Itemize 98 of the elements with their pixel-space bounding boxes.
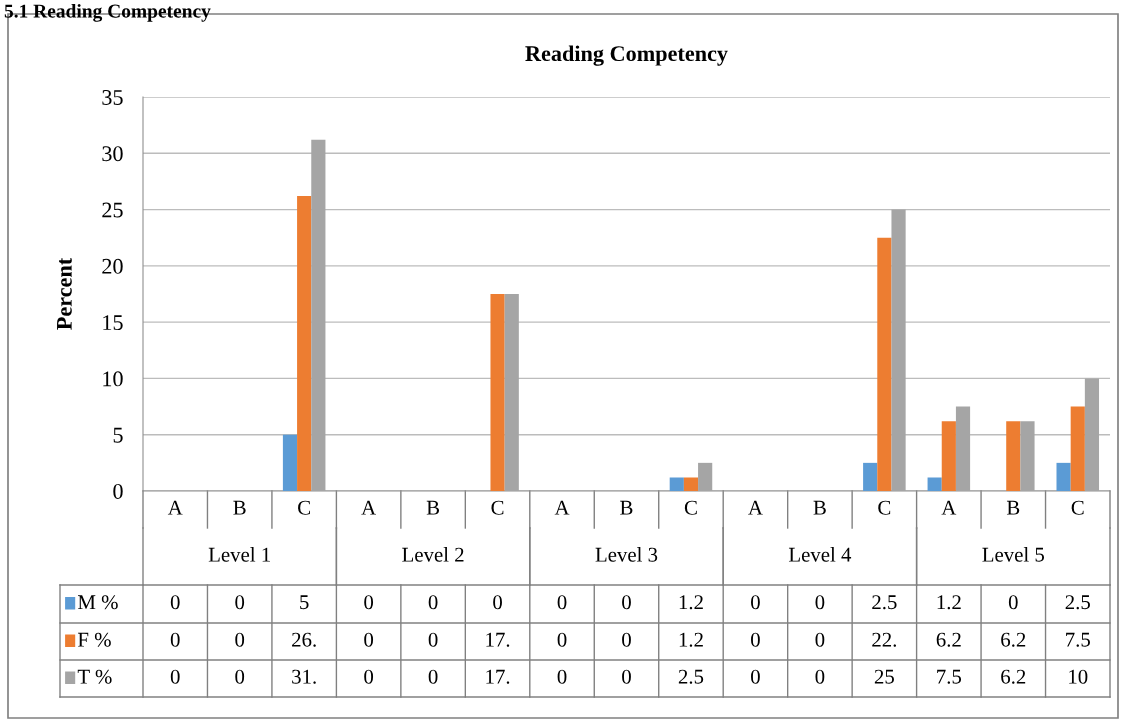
bar <box>877 237 892 491</box>
y-tick-label: 15 <box>103 315 123 331</box>
bar <box>311 139 326 491</box>
legend-label: T % <box>77 669 112 684</box>
x-tick-label: B <box>233 500 246 515</box>
x-tick-label: C <box>684 500 697 515</box>
bar <box>1056 462 1071 491</box>
x-tick-label: C <box>878 500 891 515</box>
data-label: 2.5 <box>1065 595 1090 610</box>
data-label: 0 <box>364 595 374 610</box>
y-tick-label: 25 <box>102 202 123 218</box>
data-label: 0 <box>815 669 825 684</box>
data-label: 0 <box>428 632 438 647</box>
y-tick-label: 30 <box>102 146 123 162</box>
x-tick-label: B <box>813 500 826 515</box>
data-label: 0 <box>235 595 245 610</box>
bar <box>504 294 519 491</box>
x-tick-label: A <box>941 500 957 515</box>
data-label: 0 <box>170 595 180 610</box>
data-label: 0 <box>751 632 760 647</box>
data-label: 7.5 <box>937 669 962 684</box>
bar <box>941 421 956 491</box>
y-tick-label: 5 <box>113 427 123 443</box>
data-label: 0 <box>622 595 631 610</box>
y-tick-label: 10 <box>103 371 123 387</box>
bar <box>863 462 878 491</box>
data-label: 31. <box>292 669 316 684</box>
data-label: 17. <box>486 669 510 684</box>
x-tick-label: A <box>361 500 376 515</box>
data-label: 0 <box>235 669 245 684</box>
data-label: 25 <box>874 669 894 684</box>
data-label: 0 <box>622 669 631 684</box>
data-label: 0 <box>428 595 438 610</box>
bar <box>1020 421 1035 491</box>
bar <box>669 477 684 491</box>
bar <box>490 294 505 491</box>
data-label: 6.2 <box>1001 632 1026 647</box>
data-label: 2.5 <box>678 669 704 684</box>
bar <box>1070 406 1085 491</box>
bar <box>282 434 298 491</box>
data-label: 0 <box>364 632 374 647</box>
bar <box>297 196 312 491</box>
y-axis-title: Percent <box>57 257 72 330</box>
data-label: 1.2 <box>937 595 961 610</box>
data-label: 0 <box>170 632 180 647</box>
y-tick-label: 35 <box>102 89 123 105</box>
legend-label: F % <box>78 632 111 647</box>
bar <box>683 477 699 491</box>
bar <box>955 406 971 491</box>
data-label: 6.2 <box>936 632 961 647</box>
data-label: 0 <box>1008 595 1018 610</box>
text: Level 4 <box>788 547 852 562</box>
text: Level 1 <box>208 547 270 562</box>
data-label: 0 <box>364 669 374 684</box>
chart-title: Reading Competency <box>525 45 728 66</box>
x-tick-label: B <box>620 500 633 515</box>
data-label: 0 <box>557 595 567 610</box>
text: Level 3 <box>595 547 658 562</box>
bar <box>927 477 942 491</box>
data-label: 0 <box>557 632 567 647</box>
bar <box>891 209 906 491</box>
data-label: 5 <box>300 595 309 610</box>
data-label: 0 <box>493 595 502 610</box>
text: Level 5 <box>982 547 1045 562</box>
data-label: 1.2 <box>679 632 703 647</box>
x-tick-label: C <box>491 500 504 515</box>
data-label: 0 <box>815 632 825 647</box>
data-label: 1.2 <box>679 595 703 610</box>
data-label: 0 <box>751 595 760 610</box>
text: 5.1 Reading Competency <box>4 4 211 22</box>
x-tick-label: B <box>1006 500 1020 515</box>
data-label: 2.5 <box>872 595 897 610</box>
data-label: 7.5 <box>1066 632 1090 647</box>
data-label: 0 <box>557 669 567 684</box>
data-label: 0 <box>170 669 180 684</box>
bar <box>1084 378 1100 491</box>
legend-label: M % <box>78 595 118 610</box>
data-label: 10 <box>1069 669 1088 684</box>
y-tick-label: 20 <box>102 258 123 274</box>
y-tick-label: 0 <box>113 483 123 499</box>
x-tick-label: B <box>426 500 440 515</box>
data-label: 22. <box>872 632 897 647</box>
text: Level 2 <box>402 547 464 562</box>
data-label: 6.2 <box>1001 669 1026 684</box>
data-label: 0 <box>622 632 631 647</box>
bar <box>1006 421 1021 491</box>
bar <box>698 462 713 491</box>
x-tick-label: A <box>748 500 763 515</box>
x-tick-label: A <box>167 500 183 515</box>
data-label: 0 <box>815 595 825 610</box>
data-label: 26. <box>292 632 316 647</box>
data-label: 17. <box>486 632 510 647</box>
data-label: 0 <box>428 669 438 684</box>
x-tick-label: C <box>298 500 310 515</box>
x-tick-label: C <box>1071 500 1084 515</box>
data-label: 0 <box>751 669 760 684</box>
x-tick-label: A <box>554 500 570 515</box>
data-label: 0 <box>235 632 245 647</box>
